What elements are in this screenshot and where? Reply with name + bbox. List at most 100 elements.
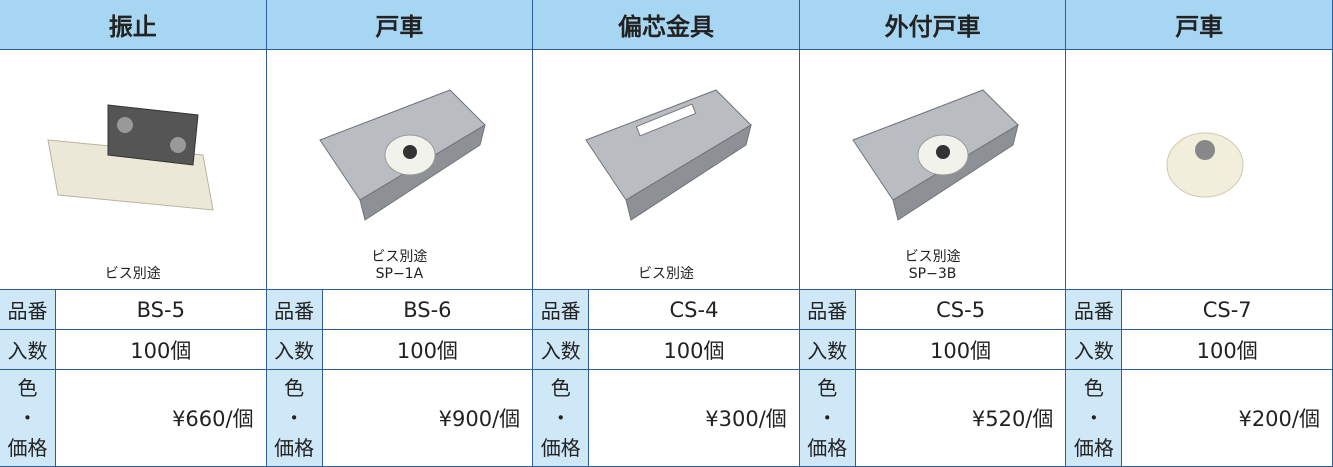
value-cell: 100個 xyxy=(589,330,800,370)
label-line: 色 xyxy=(18,373,38,403)
price: ¥900/個 xyxy=(438,407,521,431)
label-line: 色 xyxy=(817,373,837,403)
label-cell: 色・価格 xyxy=(1066,370,1123,467)
product-code: CS-4 xyxy=(669,297,719,322)
label: 入数 xyxy=(7,339,48,363)
image-cell xyxy=(1066,50,1333,290)
price: ¥200/個 xyxy=(1238,407,1320,431)
quantity: 100個 xyxy=(1196,338,1258,363)
label: 価格 xyxy=(807,436,848,460)
column-header: 戸車 xyxy=(1066,0,1333,50)
image-cell: ビス別途 xyxy=(0,50,267,290)
label: 品番 xyxy=(807,299,848,323)
note: ビス別途 xyxy=(637,266,694,282)
product-code: CS-5 xyxy=(936,297,986,322)
product-code: BS-5 xyxy=(136,297,185,322)
price-cell: ¥520/個 xyxy=(855,370,1067,467)
value-cell: BS-6 xyxy=(322,290,534,330)
label-line: ・ xyxy=(1084,403,1104,433)
image-cell: ビス別途 SP−1A xyxy=(266,50,534,290)
label-cell: 色・価格 xyxy=(533,370,590,467)
image-cell: ビス別途 xyxy=(533,50,800,290)
note: ビス別途 xyxy=(904,249,961,265)
label: ・ xyxy=(550,406,571,430)
label-cell: 色・価格 xyxy=(799,370,856,467)
note-line: ビス別途 xyxy=(371,249,427,266)
product-photo xyxy=(319,89,486,221)
quantity: 100個 xyxy=(663,338,725,363)
product-name: 偏芯金具 xyxy=(617,13,714,41)
note-line: SP−1A xyxy=(376,266,424,283)
label-line: 価格 xyxy=(541,433,581,463)
quantity: 100個 xyxy=(930,338,992,363)
product-photo xyxy=(47,104,214,211)
column-header: 戸車 xyxy=(266,0,534,50)
value-cell: 100個 xyxy=(56,330,267,370)
label: 品番 xyxy=(540,299,581,323)
product-photo xyxy=(585,89,753,221)
price-cell: ¥200/個 xyxy=(1122,370,1333,467)
label-line: ・ xyxy=(18,403,38,433)
label-line: 価格 xyxy=(274,433,314,463)
value-cell: CS-7 xyxy=(1122,290,1333,330)
product-name: 振止 xyxy=(108,13,157,41)
label: 色 xyxy=(284,376,305,400)
label: 色 xyxy=(1083,376,1104,400)
value-cell: CS-5 xyxy=(855,290,1067,330)
price: ¥300/個 xyxy=(705,407,787,431)
product-photo xyxy=(1166,132,1244,198)
label-cell: 色・価格 xyxy=(266,370,323,467)
quantity: 100個 xyxy=(130,338,192,363)
value-cell: BS-5 xyxy=(56,290,267,330)
label-line: 価格 xyxy=(807,433,847,463)
label-line: ・ xyxy=(817,403,837,433)
product-name: 戸車 xyxy=(375,13,424,41)
label-line: 価格 xyxy=(8,433,48,463)
label-line: 色 xyxy=(284,373,304,403)
label: 入数 xyxy=(540,339,581,363)
label: 価格 xyxy=(274,436,315,460)
note: ビス別途 xyxy=(104,266,161,282)
note: SP−1A xyxy=(375,266,424,282)
product-code: BS-6 xyxy=(403,297,452,322)
value-cell: 100個 xyxy=(1122,330,1333,370)
label-line: ・ xyxy=(284,403,304,433)
label: 色 xyxy=(550,376,571,400)
label-line: 色 xyxy=(1084,373,1104,403)
value-cell: CS-4 xyxy=(589,290,800,330)
note-line: ビス別途 xyxy=(105,266,161,283)
label: 品番 xyxy=(7,299,48,323)
column-header: 振止 xyxy=(0,0,267,50)
value-cell: 100個 xyxy=(855,330,1067,370)
label-cell: 入数 xyxy=(1066,330,1123,370)
product-code: CS-7 xyxy=(1202,297,1252,322)
label-cell: 入数 xyxy=(799,330,856,370)
label-cell: 品番 xyxy=(1066,290,1123,330)
label-cell: 品番 xyxy=(0,290,56,330)
price: ¥660/個 xyxy=(172,407,254,431)
price: ¥520/個 xyxy=(971,407,1054,431)
label-cell: 品番 xyxy=(533,290,590,330)
label: 入数 xyxy=(807,339,848,363)
label: ・ xyxy=(284,406,305,430)
value-cell: 100個 xyxy=(322,330,534,370)
price-cell: ¥660/個 xyxy=(56,370,267,467)
label-cell: 入数 xyxy=(0,330,56,370)
label: ・ xyxy=(1083,406,1104,430)
label: 色 xyxy=(17,376,38,400)
note-line: SP−3B xyxy=(909,266,957,283)
label-cell: 品番 xyxy=(799,290,856,330)
column-header: 偏芯金具 xyxy=(533,0,800,50)
label: 入数 xyxy=(274,339,315,363)
product-photo xyxy=(852,89,1019,221)
price-cell: ¥300/個 xyxy=(589,370,800,467)
label-line: 色 xyxy=(551,373,571,403)
quantity: 100個 xyxy=(396,338,458,363)
price-cell: ¥900/個 xyxy=(322,370,534,467)
label-cell: 入数 xyxy=(266,330,323,370)
product-name: 戸車 xyxy=(1175,13,1224,41)
image-cell: ビス別途 SP−3B xyxy=(799,50,1067,290)
label: 価格 xyxy=(540,436,581,460)
label-cell: 入数 xyxy=(533,330,590,370)
